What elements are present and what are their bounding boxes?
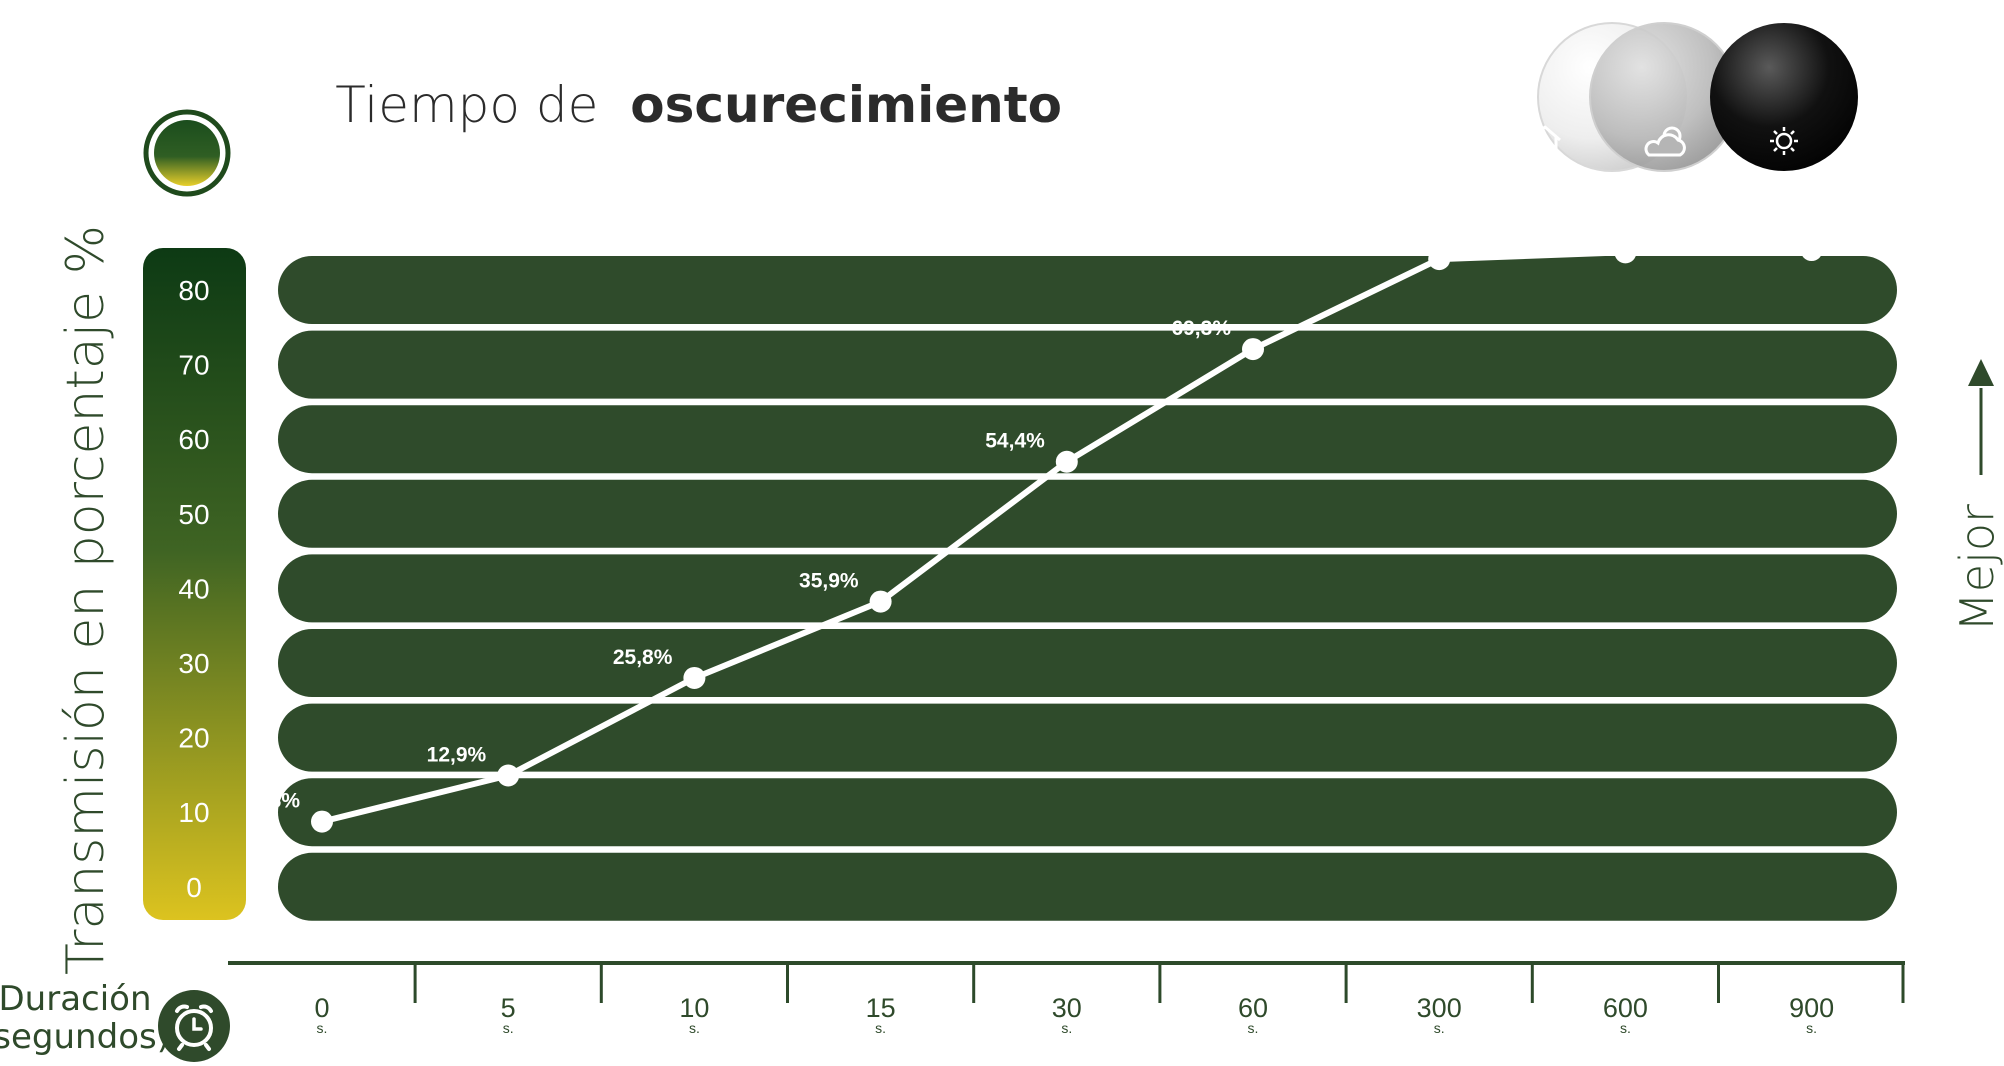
y-tick-label: 0 (186, 872, 202, 903)
lens-dark (1710, 23, 1858, 171)
x-tick-label: 300 (1417, 993, 1462, 1023)
title-prefix: Tiempo de (335, 76, 598, 134)
x-tick-label: 30 (1052, 993, 1082, 1023)
data-point (1800, 239, 1823, 262)
x-tick-label: 600 (1603, 993, 1648, 1023)
better-indicator: Mejor (1950, 359, 2004, 632)
data-points (311, 239, 1823, 833)
x-tick-unit: s. (1248, 1020, 1259, 1036)
cloud-sun-icon (1644, 126, 1686, 157)
y-tick-label: 30 (178, 648, 209, 679)
y-tick-label: 80 (178, 275, 209, 306)
data-label: 69,3% (1171, 317, 1231, 340)
y-scale-pill (143, 248, 246, 920)
data-point (683, 666, 706, 689)
data-point (1428, 248, 1451, 271)
data-label: 82,4% (1782, 216, 1842, 239)
grid-band (278, 629, 1897, 697)
x-tick-unit: s. (503, 1020, 514, 1036)
y-tick-label: 60 (178, 424, 209, 455)
x-tick-unit: s. (875, 1020, 886, 1036)
x-tick-label: 15 (866, 993, 896, 1023)
x-tick-label: 5 (501, 993, 516, 1023)
data-point (311, 810, 333, 833)
grid-band (278, 554, 1897, 623)
data-point (1614, 241, 1637, 264)
alarm-clock-icon (158, 990, 230, 1062)
data-label: 6,8% (252, 790, 300, 813)
data-point (1055, 450, 1078, 473)
data-label: 25,8% (613, 646, 673, 669)
sun-icon (1770, 127, 1798, 155)
x-tick-unit: s. (1806, 1020, 1817, 1036)
y-tick-label: 20 (178, 723, 209, 754)
x-axis-label-line1: Duración (0, 979, 152, 1019)
data-label: 35,9% (799, 570, 859, 593)
better-label: Mejor (1950, 504, 2004, 632)
x-tick-unit: s. (1061, 1020, 1072, 1036)
x-tick-label: 0 (314, 993, 329, 1023)
data-point (869, 590, 892, 613)
gradient-lens-icon (143, 109, 231, 197)
x-tick-unit: s. (1620, 1020, 1631, 1036)
x-axis-label-line2: (segundos) (0, 1017, 170, 1057)
lens-icons (1529, 22, 1858, 172)
grid-band (278, 405, 1897, 474)
data-point (497, 764, 520, 787)
data-label: 54,4% (985, 430, 1045, 453)
y-tick-labels: 80 70 60 50 40 30 20 10 0 (178, 275, 209, 903)
grid-band (278, 778, 1897, 847)
x-tick-label: 60 (1238, 993, 1268, 1023)
data-label: 81,2% (1358, 227, 1418, 250)
grid-band (278, 330, 1897, 399)
x-tick-label: 10 (679, 993, 709, 1023)
y-tick-label: 40 (178, 573, 209, 604)
arrow-up-icon (1968, 359, 1994, 386)
y-axis-label: Transmisión en porcentaje % (56, 225, 116, 975)
data-labels: 6,8% 12,9% 25,8% 35,9% 54,4% 69,3% 81,2% 82,1% 8… (252, 216, 1842, 813)
y-tick-label: 70 (178, 350, 209, 381)
home-icon (1529, 125, 1561, 156)
x-tick-unit: s. (317, 1020, 328, 1036)
data-label: 12,9% (427, 743, 487, 766)
data-point (1242, 338, 1264, 361)
grid-bands (278, 256, 1897, 921)
y-tick-label: 10 (178, 797, 209, 828)
grid-band (278, 703, 1897, 772)
x-tick-unit: s. (1434, 1020, 1445, 1036)
x-tick-label: 900 (1789, 993, 1834, 1023)
x-tick-unit: s. (689, 1020, 700, 1036)
y-tick-label: 50 (178, 499, 209, 530)
grid-band (278, 852, 1897, 921)
data-label: 82,1% (1596, 218, 1656, 241)
grid-band (278, 256, 1897, 324)
title-bold: oscurecimiento (630, 76, 1062, 134)
grid-band (278, 479, 1897, 548)
chart-title: Tiempo de oscurecimiento (335, 76, 1062, 134)
